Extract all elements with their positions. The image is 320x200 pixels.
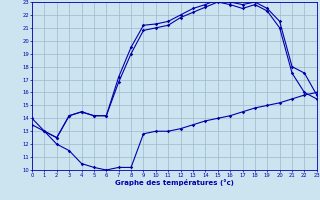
X-axis label: Graphe des températures (°c): Graphe des températures (°c) <box>115 179 234 186</box>
